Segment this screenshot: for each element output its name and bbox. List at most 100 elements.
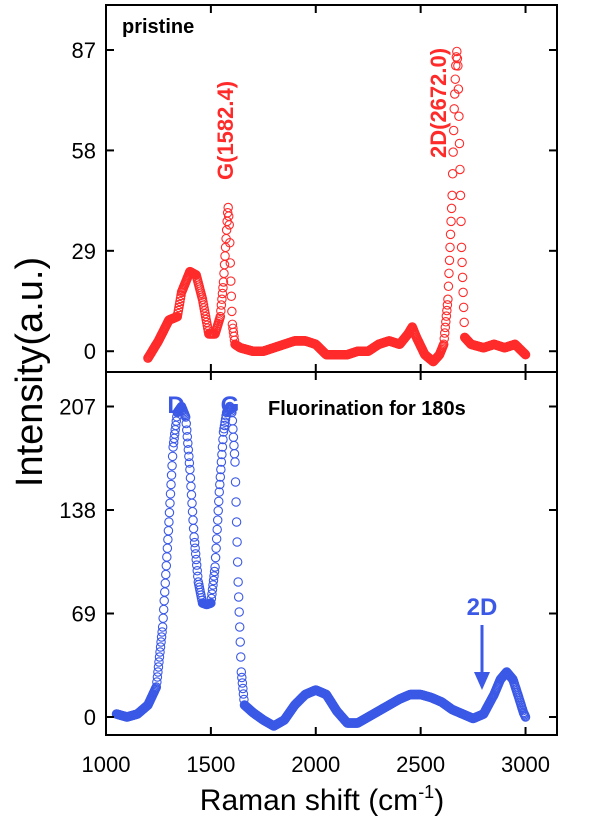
data-point [192, 565, 203, 576]
data-point [234, 607, 244, 617]
y-tick-label: 0 [84, 705, 96, 730]
x-axis-title-main: Raman shift (cm [200, 784, 418, 817]
data-point [172, 311, 183, 322]
y-tick-label: 29 [72, 239, 96, 264]
data-point [161, 560, 172, 571]
data-point [444, 255, 455, 266]
data-point [447, 190, 457, 201]
data-point [213, 505, 223, 516]
data-point [206, 598, 216, 608]
data-point [164, 517, 174, 527]
data-point [458, 287, 468, 298]
data-point [208, 575, 219, 586]
data-point [458, 302, 469, 313]
data-point [455, 190, 466, 201]
data-point [217, 288, 228, 299]
data-point [445, 242, 455, 253]
data-point [445, 229, 456, 240]
data-point [215, 472, 226, 482]
data-point [191, 560, 202, 570]
data-point [206, 593, 217, 604]
data-point [238, 689, 249, 699]
data-point [159, 587, 170, 597]
peak-label-g-pristine: G(1582.4) [213, 81, 238, 180]
data-point [457, 257, 467, 268]
fluorinated-panel: 0 69 138 207 1000 1500 2000 2500 3000 Fluorinat… [59, 371, 558, 777]
data-point [215, 311, 226, 322]
data-point [442, 305, 452, 316]
data-point [218, 434, 228, 445]
data-point [219, 420, 230, 431]
y-tick-label: 69 [72, 602, 96, 627]
data-point [447, 169, 458, 179]
data-point [448, 125, 459, 136]
data-point [442, 300, 453, 310]
data-point [221, 225, 232, 235]
data-point [212, 524, 222, 535]
peak-label-d: D [167, 392, 184, 419]
data-point [223, 202, 233, 213]
data-point [226, 291, 237, 302]
pristine-series [143, 46, 531, 367]
pristine-panel-label: pristine [122, 16, 194, 38]
data-point [232, 537, 242, 547]
data-point [208, 580, 218, 590]
data-point [452, 46, 462, 57]
data-point [160, 578, 171, 588]
data-point [157, 622, 168, 632]
data-point [187, 506, 198, 517]
x-tick-label: 1500 [186, 752, 235, 777]
data-point [453, 61, 463, 71]
data-point [158, 613, 168, 623]
data-point [451, 52, 462, 62]
data-point [440, 322, 451, 333]
data-point [520, 349, 531, 360]
data-point [210, 552, 221, 563]
x-axis-title-close: ) [434, 784, 444, 817]
data-point [232, 557, 243, 567]
data-point [189, 532, 199, 542]
data-point [217, 449, 227, 460]
data-point [218, 282, 228, 293]
x-axis-title-sup: -1 [418, 782, 434, 802]
data-point [174, 302, 184, 313]
data-point [233, 577, 243, 587]
data-point [231, 517, 242, 527]
data-point [164, 507, 175, 518]
y-tick-label: 0 [84, 339, 96, 364]
data-point [188, 515, 198, 525]
data-point [219, 259, 230, 270]
data-point [444, 268, 454, 279]
data-point [443, 281, 454, 292]
data-point [209, 571, 219, 581]
data-point [454, 138, 465, 149]
data-point [184, 451, 194, 462]
data-point [180, 412, 191, 422]
data-point [217, 294, 227, 305]
pristine-panel: 0 29 58 87 pristine G(1582.4) 2D(2672.0) [72, 4, 558, 373]
data-point [156, 632, 167, 642]
data-point [152, 672, 163, 682]
data-point [440, 328, 450, 338]
data-point [230, 477, 241, 487]
data-point [210, 562, 220, 572]
data-point [209, 566, 220, 577]
data-point [211, 543, 221, 553]
data-point [152, 677, 162, 687]
data-point [459, 317, 469, 328]
x-tick-label: 3000 [501, 752, 550, 777]
data-point [162, 543, 173, 553]
data-point [163, 525, 174, 536]
data-point [220, 417, 230, 427]
data-point [236, 667, 247, 677]
data-point [224, 220, 234, 230]
data-point [438, 339, 449, 350]
data-point [450, 74, 461, 84]
data-point [446, 203, 457, 214]
data-point [456, 242, 467, 253]
x-ticks: 1000 1500 2000 2500 3000 [82, 752, 550, 777]
data-point [173, 305, 184, 316]
peak-label-2d: 2D [467, 594, 498, 621]
data-point [439, 333, 449, 344]
data-point [456, 216, 466, 227]
